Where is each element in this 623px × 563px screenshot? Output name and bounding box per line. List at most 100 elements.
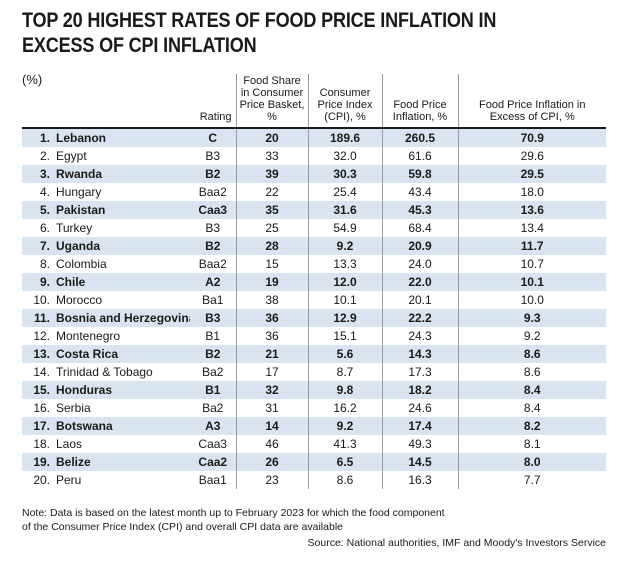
cell-country: 5. Pakistan (22, 201, 190, 219)
cell-country-name: Peru (56, 473, 82, 487)
cell-food-share: 17 (235, 363, 308, 381)
cell-country: 4. Hungary (22, 183, 190, 201)
table-row: 4. Hungary Baa2 22 25.4 43.4 18.0 (22, 183, 606, 201)
header-food-inflation: Food Price Inflation, % (381, 74, 458, 129)
cell-excess: 8.4 (457, 399, 606, 417)
cell-cpi: 25.4 (307, 183, 382, 201)
cell-rating: B3 (190, 309, 236, 327)
cell-cpi: 15.1 (307, 327, 382, 345)
cell-food-inflation: 24.3 (381, 327, 458, 345)
cell-food-share: 21 (235, 345, 308, 363)
cell-country-name: Costa Rica (56, 347, 119, 361)
header-rating: Rating (190, 74, 236, 129)
footnote-line-2: of the Consumer Price Index (CPI) and ov… (22, 521, 343, 533)
cell-food-inflation: 260.5 (381, 128, 458, 147)
cell-cpi: 8.6 (307, 471, 382, 489)
cell-food-share: 36 (235, 327, 308, 345)
cell-country-name: Pakistan (56, 203, 106, 217)
cell-food-inflation: 22.0 (381, 273, 458, 291)
cell-food-share: 36 (235, 309, 308, 327)
cell-rank: 15. (33, 383, 50, 397)
cell-rating: Caa3 (198, 437, 228, 451)
cell-rank: 13. (33, 347, 50, 361)
cell-excess: 70.9 (457, 128, 606, 147)
table-row: 15. Honduras B1 32 9.8 18.2 8.4 (22, 381, 606, 399)
cell-food-share: 23 (235, 471, 308, 489)
table-row: 3. Rwanda B2 39 30.3 59.8 29.5 (22, 165, 606, 183)
cell-rating: A2 (190, 273, 236, 291)
header-row: Rating Food Share in Consumer Price Bask… (22, 74, 606, 129)
cell-food-share: 38 (235, 291, 308, 309)
cell-cpi: 8.7 (307, 363, 382, 381)
source-note: Source: National authorities, IMF and Mo… (307, 537, 606, 549)
cell-food-share: 14 (235, 417, 308, 435)
table-row: 18. Laos Caa3 46 41.3 49.3 8.1 (22, 435, 606, 453)
cell-country: 15. Honduras (22, 381, 190, 399)
cell-rank: 6. (39, 221, 50, 235)
cell-country-name: Serbia (56, 401, 91, 415)
cell-rating: Baa2 (198, 257, 227, 271)
cell-country-name: Lebanon (56, 131, 106, 145)
cell-excess: 8.6 (457, 363, 606, 381)
cell-food-share: 22 (235, 183, 308, 201)
cell-rank: 3. (39, 167, 50, 181)
cell-excess: 7.7 (457, 471, 606, 489)
cell-excess: 18.0 (457, 183, 606, 201)
table-row: 6. Turkey B3 25 54.9 68.4 13.4 (22, 219, 606, 237)
cell-rank: 11. (33, 311, 50, 325)
cell-food-inflation: 22.2 (381, 309, 458, 327)
cell-food-inflation: 14.5 (381, 453, 458, 471)
cell-rating: C (190, 128, 236, 147)
cell-cpi: 5.6 (307, 345, 382, 363)
cell-cpi: 10.1 (307, 291, 382, 309)
cell-rating: Baa2 (198, 185, 227, 199)
cell-cpi: 16.2 (307, 399, 382, 417)
cell-excess: 29.5 (457, 165, 606, 183)
cell-excess: 9.3 (457, 309, 606, 327)
cell-food-share: 19 (235, 273, 308, 291)
cell-cpi: 189.6 (307, 128, 382, 147)
footnote: Note: Data is based on the latest month … (22, 506, 606, 534)
cell-country: 11. Bosnia and Herzegovina (22, 309, 190, 327)
table-row: 11. Bosnia and Herzegovina B3 36 12.9 22.2 9.3 (22, 309, 606, 327)
cell-rating: B3 (205, 221, 221, 235)
cell-country-name: Colombia (56, 257, 107, 271)
cell-cpi: 12.0 (307, 273, 382, 291)
cell-cpi: 54.9 (307, 219, 382, 237)
cell-rank: 4. (39, 185, 50, 199)
cell-rank: 16. (33, 401, 50, 415)
cell-rank: 19. (33, 455, 50, 469)
cell-country: 8. Colombia (22, 255, 190, 273)
cell-country-name: Egypt (56, 149, 87, 163)
cell-food-share: 39 (235, 165, 308, 183)
cell-food-share: 35 (235, 201, 308, 219)
table-row: 9. Chile A2 19 12.0 22.0 10.1 (22, 273, 606, 291)
table-row: 8. Colombia Baa2 15 13.3 24.0 10.7 (22, 255, 606, 273)
cell-rating: Ba2 (202, 401, 224, 415)
cell-country: 14. Trinidad & Tobago (22, 363, 190, 381)
cell-food-inflation: 20.1 (381, 291, 458, 309)
cell-rating: B3 (205, 149, 221, 163)
cell-rating: Ba2 (202, 365, 224, 379)
cell-food-share: 32 (235, 381, 308, 399)
cell-country: 18. Laos (22, 435, 190, 453)
cell-food-inflation: 61.6 (381, 147, 458, 165)
cell-country: 7. Uganda (22, 237, 190, 255)
cell-country-name: Laos (56, 437, 83, 451)
cell-rating: B2 (190, 165, 236, 183)
title-line-1: TOP 20 HIGHEST RATES OF FOOD PRICE INFLA… (22, 9, 497, 32)
cell-food-inflation: 45.3 (381, 201, 458, 219)
table-row: 14. Trinidad & Tobago Ba2 17 8.7 17.3 8.6 (22, 363, 606, 381)
chart-title: TOP 20 HIGHEST RATES OF FOOD PRICE INFLA… (22, 8, 572, 58)
cell-rank: 2. (39, 149, 50, 163)
cell-rank: 7. (39, 239, 50, 253)
table-row: 5. Pakistan Caa3 35 31.6 45.3 13.6 (22, 201, 606, 219)
cell-rating: B1 (190, 381, 236, 399)
cell-food-share: 28 (235, 237, 308, 255)
cell-rank: 9. (39, 275, 50, 289)
cell-country-name: Turkey (56, 221, 93, 235)
cell-food-inflation: 14.3 (381, 345, 458, 363)
cell-rating: B2 (190, 237, 236, 255)
cell-country: 1. Lebanon (22, 128, 190, 147)
cell-food-inflation: 16.3 (381, 471, 458, 489)
